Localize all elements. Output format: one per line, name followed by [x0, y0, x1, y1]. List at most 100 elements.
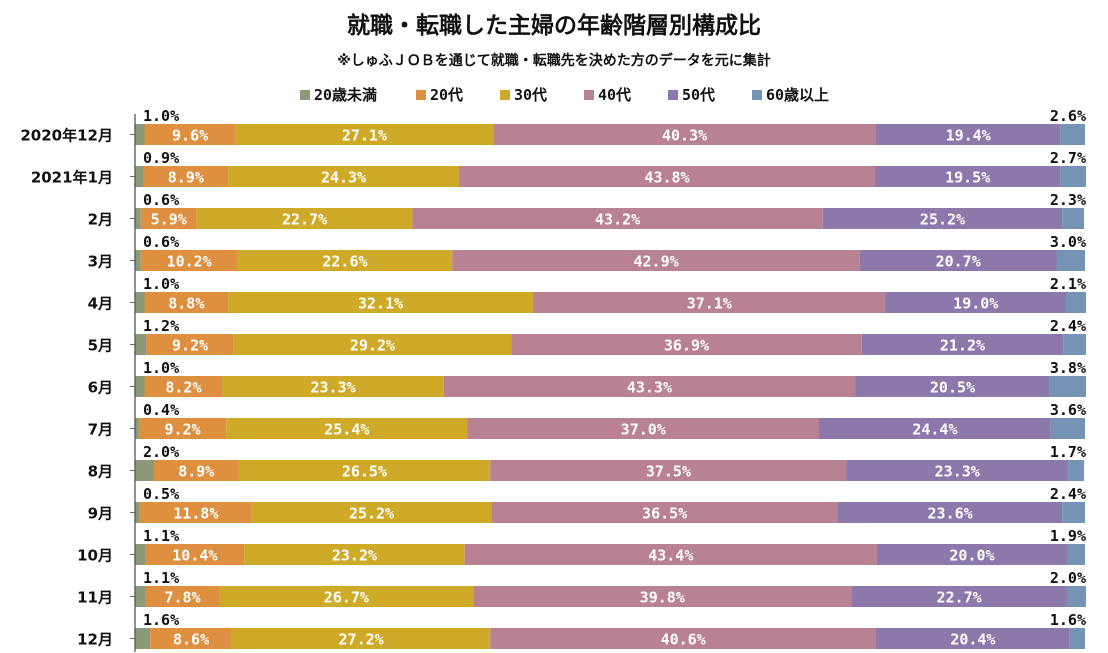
bar-40s-5-: [511, 334, 862, 355]
data-label-50s: 20.7%: [936, 253, 981, 271]
bar-20u-2-: [135, 208, 141, 229]
data-label-30s: 25.4%: [324, 421, 369, 439]
bar-30s-11-: [219, 586, 474, 607]
data-label-60p: 3.0%: [1050, 233, 1086, 251]
legend-swatch-60p: [752, 90, 762, 100]
bar-40s-2021-1-: [458, 166, 876, 187]
data-label-20s: 7.8%: [164, 589, 200, 607]
bar-20u-5-: [135, 334, 147, 355]
data-label-30s: 29.2%: [350, 337, 395, 355]
data-label-60p: 3.6%: [1050, 401, 1086, 419]
bar-20s-2020-12-: [144, 124, 236, 145]
chart-subtitle: ※しゅふＪＯＢを通じて就職・転職先を決めた方のデータを元に集計: [337, 53, 771, 69]
legend-label-30s: 30代: [514, 86, 547, 104]
bar-20s-6-: [144, 376, 223, 397]
bar-50s-8-: [846, 460, 1068, 481]
data-label-20u: 1.6%: [143, 611, 179, 629]
category-label: 4月: [88, 295, 113, 313]
bar-20s-9-: [139, 502, 252, 523]
bar-20u-6-: [135, 376, 145, 397]
data-label-40s: 43.8%: [644, 169, 689, 187]
bar-20s-2-: [140, 208, 197, 229]
bar-30s-4-: [228, 292, 534, 313]
bar-50s-4-: [885, 292, 1066, 313]
data-label-50s: 20.0%: [949, 547, 994, 565]
bar-50s-2020-12-: [876, 124, 1061, 145]
bar-20u-9-: [135, 502, 140, 523]
bar-60p-12-: [1069, 628, 1085, 649]
bar-50s-11-: [851, 586, 1067, 607]
bar-20u-8-: [135, 460, 154, 481]
data-label-20u: 1.0%: [143, 359, 179, 377]
bar-40s-10-: [464, 544, 877, 565]
bar-40s-7-: [467, 418, 819, 439]
data-label-40s: 36.9%: [664, 337, 709, 355]
data-label-30s: 27.1%: [342, 127, 387, 145]
bar-20u-11-: [135, 586, 146, 607]
category-label: 10月: [77, 547, 113, 565]
bar-60p-9-: [1062, 502, 1085, 523]
bar-20u-3-: [135, 250, 141, 271]
data-label-60p: 2.4%: [1050, 485, 1086, 503]
data-label-20s: 10.2%: [167, 253, 212, 271]
bar-50s-2021-1-: [875, 166, 1061, 187]
bar-40s-9-: [491, 502, 838, 523]
data-label-50s: 19.4%: [946, 127, 991, 145]
bar-60p-4-: [1066, 292, 1086, 313]
bar-20s-10-: [145, 544, 245, 565]
data-label-40s: 40.6%: [661, 631, 706, 649]
data-label-50s: 22.7%: [937, 589, 982, 607]
bar-20u-7-: [135, 418, 139, 439]
data-label-20u: 0.5%: [143, 485, 179, 503]
bar-20s-12-: [150, 628, 232, 649]
data-label-50s: 20.5%: [930, 379, 975, 397]
data-label-30s: 24.3%: [321, 169, 366, 187]
bar-30s-9-: [251, 502, 492, 523]
data-label-30s: 23.3%: [310, 379, 355, 397]
bar-20s-7-: [138, 418, 227, 439]
bar-40s-2-: [412, 208, 823, 229]
data-label-30s: 25.2%: [349, 505, 394, 523]
legend-label-60p: 60歳以上: [766, 86, 829, 104]
bar-60p-10-: [1066, 544, 1085, 565]
bar-60p-8-: [1067, 460, 1085, 481]
data-label-50s: 25.2%: [920, 211, 965, 229]
category-label: 2021年1月: [31, 169, 113, 187]
category-label: 6月: [88, 379, 113, 397]
legend-label-50s: 50代: [682, 86, 715, 104]
legend-label-20u: 20歳未満: [314, 86, 377, 104]
bar-40s-11-: [473, 586, 852, 607]
category-label: 8月: [88, 463, 113, 481]
bar-30s-2020-12-: [235, 124, 494, 145]
bar-40s-6-: [443, 376, 856, 397]
legend-swatch-50s: [668, 90, 678, 100]
bar-40s-12-: [490, 628, 876, 649]
bar-50s-12-: [876, 628, 1070, 649]
category-label: 2020年12月: [20, 127, 113, 145]
data-label-40s: 43.4%: [648, 547, 693, 565]
bar-30s-10-: [244, 544, 465, 565]
legend-label-40s: 40代: [598, 86, 631, 104]
category-label: 7月: [88, 421, 113, 439]
data-label-30s: 26.7%: [324, 589, 369, 607]
data-label-20u: 1.0%: [143, 107, 179, 125]
bar-50s-2-: [822, 208, 1063, 229]
bar-50s-10-: [876, 544, 1067, 565]
bar-50s-7-: [819, 418, 1051, 439]
data-label-20u: 2.0%: [143, 443, 179, 461]
data-label-40s: 36.5%: [642, 505, 687, 523]
bar-20s-8-: [154, 460, 239, 481]
data-label-20u: 1.2%: [143, 317, 179, 335]
data-label-60p: 2.4%: [1050, 317, 1086, 335]
data-label-20u: 0.6%: [143, 191, 179, 209]
bar-40s-4-: [533, 292, 886, 313]
bar-60p-5-: [1063, 334, 1086, 355]
bar-60p-11-: [1066, 586, 1086, 607]
bar-20s-2021-1-: [143, 166, 229, 187]
data-label-20u: 0.4%: [143, 401, 179, 419]
bar-60p-2020-12-: [1060, 124, 1085, 145]
bar-60p-3-: [1056, 250, 1085, 271]
data-label-50s: 19.0%: [953, 295, 998, 313]
data-label-30s: 23.2%: [332, 547, 377, 565]
